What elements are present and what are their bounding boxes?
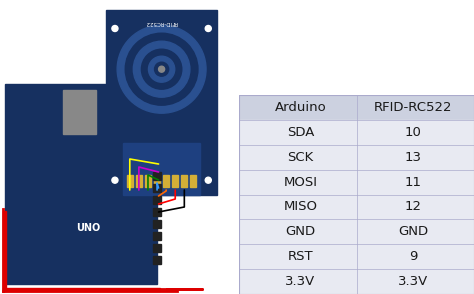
Bar xyxy=(153,196,161,204)
Text: UNO: UNO xyxy=(76,223,100,233)
Bar xyxy=(163,175,169,187)
Bar xyxy=(154,175,160,187)
Text: 12: 12 xyxy=(404,201,421,213)
Text: RFID-RC522: RFID-RC522 xyxy=(374,101,452,114)
Bar xyxy=(3,211,6,291)
Text: RST: RST xyxy=(288,250,313,263)
Bar xyxy=(5,84,156,284)
Text: 13: 13 xyxy=(404,151,421,164)
Circle shape xyxy=(205,26,211,31)
Text: GND: GND xyxy=(398,225,428,238)
Bar xyxy=(239,145,474,170)
Circle shape xyxy=(205,177,211,183)
Text: 3.3V: 3.3V xyxy=(398,275,428,288)
Bar xyxy=(172,175,178,187)
Bar xyxy=(153,208,161,216)
Circle shape xyxy=(117,25,206,113)
Bar xyxy=(239,120,474,145)
Bar xyxy=(127,175,133,187)
Circle shape xyxy=(148,56,175,82)
Text: Arduino: Arduino xyxy=(274,101,326,114)
Text: 9: 9 xyxy=(409,250,417,263)
Circle shape xyxy=(155,62,169,76)
Bar xyxy=(239,95,474,120)
Bar xyxy=(63,90,96,134)
Circle shape xyxy=(141,49,182,89)
Bar xyxy=(145,175,151,187)
Text: 11: 11 xyxy=(404,176,421,188)
Text: 3.3V: 3.3V xyxy=(285,275,316,288)
Bar xyxy=(239,269,474,294)
Bar xyxy=(153,172,161,180)
Bar xyxy=(153,220,161,228)
Circle shape xyxy=(112,177,118,183)
Bar xyxy=(153,256,161,264)
Bar xyxy=(239,195,474,219)
Text: MISO: MISO xyxy=(283,201,318,213)
Bar xyxy=(191,175,196,187)
Text: SDA: SDA xyxy=(287,126,314,139)
Bar xyxy=(181,175,187,187)
Bar xyxy=(153,232,161,240)
Bar xyxy=(136,175,142,187)
Text: GND: GND xyxy=(285,225,315,238)
Circle shape xyxy=(133,41,190,97)
Bar xyxy=(239,244,474,269)
Text: 10: 10 xyxy=(404,126,421,139)
Text: SCK: SCK xyxy=(287,151,313,164)
Bar xyxy=(239,219,474,244)
Circle shape xyxy=(159,66,164,72)
Circle shape xyxy=(125,33,198,105)
Bar xyxy=(123,143,201,195)
Bar xyxy=(153,184,161,192)
Bar xyxy=(153,244,161,252)
Bar xyxy=(106,10,217,195)
Circle shape xyxy=(112,26,118,31)
Bar xyxy=(239,170,474,195)
Bar xyxy=(3,288,160,291)
Text: RFID-RC522: RFID-RC522 xyxy=(146,21,178,26)
Text: MOSI: MOSI xyxy=(283,176,318,188)
